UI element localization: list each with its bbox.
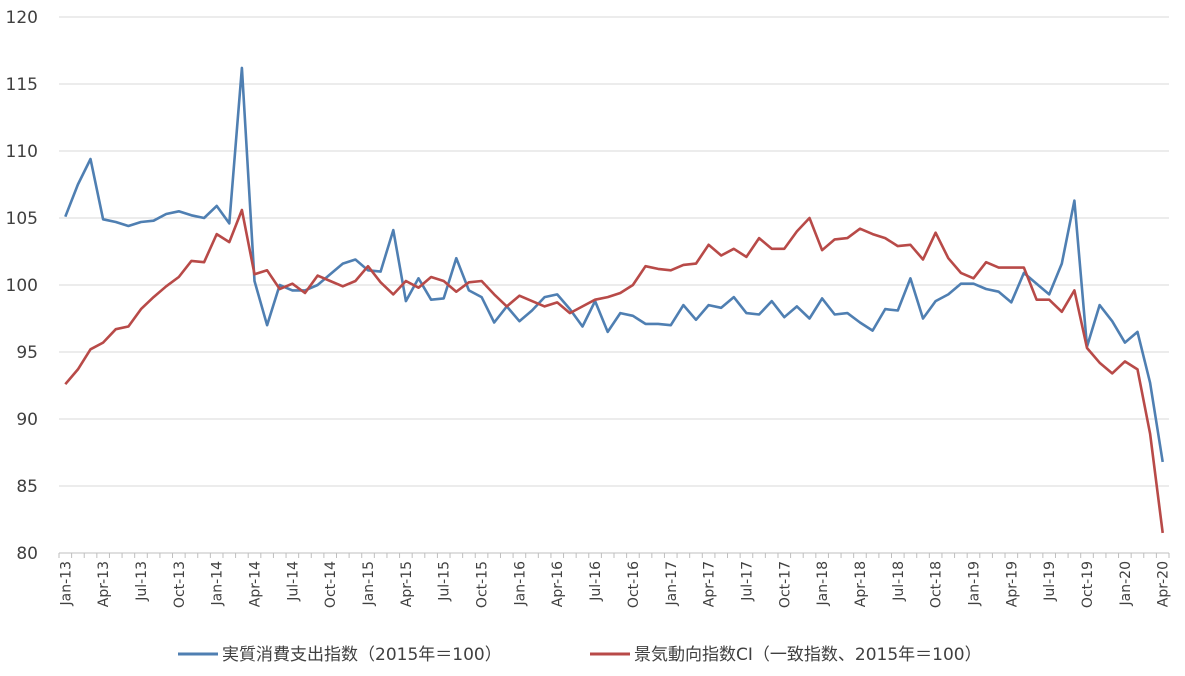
legend-label-series-1: 実質消費支出指数（2015年＝100） [222,645,502,665]
x-tick-label: Jul-16 [588,561,604,602]
x-tick-label: Jan-13 [58,561,74,606]
x-tick-label: Jan-16 [512,561,528,607]
y-tick-label: 110 [6,142,38,162]
x-tick-label: Oct-13 [172,561,188,608]
x-tick-label: Apr-16 [550,561,566,607]
x-tick-label: Jan-18 [815,561,831,606]
x-tick-label: Jul-18 [891,561,907,602]
y-tick-label: 85 [16,477,38,497]
x-tick-label: Jan-14 [210,561,226,607]
y-tick-label: 115 [6,75,38,95]
y-tick-label: 105 [6,209,38,229]
legend-label-series-2: 景気動向指数CI（一致指数、2015年＝100） [634,645,982,665]
x-tick-label: Oct-18 [929,561,945,608]
x-tick-label: Apr-18 [853,561,869,607]
gridlines [59,16,1169,487]
x-tick-label: Jul-14 [285,561,301,602]
series-line-2 [64,208,1164,534]
x-tick-label: Apr-14 [248,561,264,607]
series-lines [64,66,1164,534]
x-tick-label: Jul-17 [739,561,755,602]
x-tick-label: Apr-13 [96,561,112,607]
axes: 80 85 90 95 100 105 110 115 120 Jan-13 Apr-13 Jul-1… [6,8,1172,608]
x-tick-label: Jul-13 [134,561,150,602]
x-tick-label: Jan-15 [361,561,377,606]
x-tick-label: Jan-19 [966,561,982,606]
series-line-1 [64,66,1164,463]
x-tick-label: Jan-17 [664,561,680,606]
y-tick-label: 80 [16,544,38,564]
y-tick-label: 95 [16,343,38,363]
x-tick-label: Oct-19 [1080,561,1096,608]
x-tick-label: Apr-20 [1156,561,1172,607]
legend: 実質消費支出指数（2015年＝100） 景気動向指数CI（一致指数、2015年＝… [178,645,982,665]
x-tick-label: Jul-15 [437,561,453,602]
y-tick-label: 90 [16,410,38,430]
y-tick-label: 100 [6,276,38,296]
x-tick-label: Oct-15 [475,561,491,608]
x-tick-label: Oct-14 [323,561,339,608]
x-tick-label: Apr-17 [702,561,718,607]
x-tick-label: Apr-19 [1004,561,1020,607]
x-tick-label: Apr-15 [399,561,415,607]
x-tick-label: Jul-19 [1042,561,1058,602]
x-tick-label: Jan-20 [1118,561,1134,606]
x-tick-label: Oct-17 [777,561,793,608]
y-tick-label: 120 [6,8,38,28]
x-tick-label: Oct-16 [626,561,642,608]
